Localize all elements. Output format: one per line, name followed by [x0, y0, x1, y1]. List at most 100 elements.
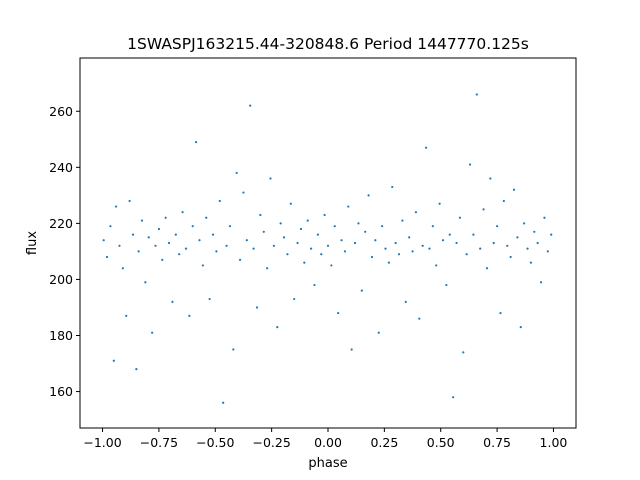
data-point	[289, 202, 292, 205]
data-point	[215, 250, 218, 253]
data-point	[401, 219, 404, 222]
x-tick-label: −1.00	[83, 435, 121, 450]
data-point	[502, 199, 505, 203]
data-point	[171, 300, 174, 303]
data-point	[479, 247, 482, 250]
data-point	[539, 281, 543, 284]
x-tick-label: 0.00	[314, 435, 342, 450]
data-point	[533, 230, 536, 233]
data-point	[151, 331, 154, 334]
data-point	[536, 241, 539, 245]
points-layer	[102, 93, 553, 404]
data-point	[282, 236, 286, 239]
data-point	[485, 267, 489, 270]
data-point	[102, 239, 105, 242]
data-point	[340, 239, 343, 242]
x-tick-label: 1.00	[540, 435, 568, 450]
data-point	[360, 289, 363, 292]
x-tick-label: 0.25	[370, 435, 398, 450]
data-point	[350, 348, 353, 351]
data-point	[262, 230, 265, 233]
data-point	[252, 247, 255, 250]
data-point	[201, 264, 204, 267]
data-point	[333, 225, 336, 228]
data-point	[330, 264, 333, 267]
data-point	[394, 241, 397, 245]
data-point	[140, 219, 144, 222]
data-point	[125, 314, 128, 317]
data-point	[232, 348, 235, 351]
y-tick-label: 260	[49, 104, 73, 119]
data-point	[137, 250, 140, 253]
data-point	[465, 253, 468, 256]
data-point	[374, 239, 377, 242]
data-point	[364, 230, 367, 233]
data-point	[225, 244, 228, 247]
data-point	[529, 261, 533, 264]
data-point	[105, 255, 109, 259]
data-point	[384, 247, 387, 250]
data-point	[550, 233, 553, 236]
y-tick-label: 220	[49, 216, 73, 231]
data-point	[526, 247, 529, 250]
data-point	[414, 211, 418, 214]
data-point	[462, 351, 465, 354]
data-point	[266, 267, 269, 270]
data-point	[411, 250, 414, 253]
data-point	[448, 233, 451, 236]
data-point	[309, 247, 313, 250]
data-point	[161, 258, 164, 261]
data-point	[519, 325, 522, 329]
data-point	[421, 244, 424, 247]
data-point	[242, 191, 245, 194]
data-point	[144, 281, 147, 284]
data-point	[381, 225, 384, 228]
data-point	[337, 311, 340, 315]
data-point	[228, 225, 232, 228]
data-point	[181, 211, 184, 214]
data-point	[167, 241, 171, 245]
data-point	[255, 306, 259, 309]
data-point	[455, 241, 458, 245]
data-point	[445, 283, 448, 287]
data-point	[306, 219, 309, 222]
data-point	[353, 241, 357, 245]
data-point	[259, 213, 262, 217]
data-point	[516, 236, 519, 239]
data-point	[135, 368, 138, 371]
data-point	[184, 247, 188, 250]
data-point	[286, 253, 289, 256]
chart-title: 1SWASPJ163215.44-320848.6 Period 1447770…	[127, 35, 529, 53]
data-point	[121, 267, 124, 270]
data-point	[441, 239, 445, 242]
data-point	[492, 241, 495, 245]
data-point	[279, 222, 282, 225]
x-axis: −1.00 −0.75 −0.50 −0.25 0.00 0.25 0.50 0.75 1.00	[83, 428, 567, 450]
data-point	[452, 396, 455, 399]
data-point	[249, 104, 252, 107]
data-point	[391, 185, 394, 189]
y-axis: 160 180 200 220 240 260	[49, 104, 80, 399]
x-tick-label: −0.50	[196, 435, 234, 450]
data-point	[272, 244, 275, 247]
data-point	[509, 255, 512, 259]
data-point	[128, 199, 131, 203]
data-point	[523, 222, 526, 225]
data-point	[506, 244, 509, 247]
data-point	[276, 325, 279, 329]
data-point	[109, 225, 112, 228]
data-point	[299, 227, 303, 231]
data-point	[157, 227, 161, 231]
data-point	[472, 233, 475, 236]
data-point	[387, 261, 390, 264]
data-point	[205, 216, 208, 219]
data-point	[512, 188, 516, 191]
data-point	[343, 250, 347, 253]
data-point	[296, 241, 299, 245]
data-point	[147, 236, 150, 239]
data-point	[164, 216, 167, 219]
x-tick-label: 0.50	[427, 435, 455, 450]
data-point	[377, 331, 380, 334]
data-point	[438, 202, 441, 205]
data-point	[208, 297, 211, 301]
